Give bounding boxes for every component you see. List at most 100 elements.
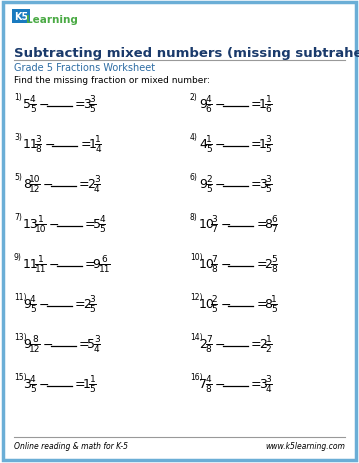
Text: 3: 3 [36, 135, 41, 144]
Text: 4: 4 [94, 185, 99, 194]
Text: 11: 11 [23, 258, 39, 271]
Text: 2: 2 [211, 295, 217, 304]
Text: =: = [251, 178, 261, 191]
Text: 5): 5) [14, 173, 22, 181]
Text: 1: 1 [88, 138, 96, 151]
Text: −: − [220, 258, 231, 271]
Text: 8: 8 [206, 385, 211, 394]
Text: −: − [215, 98, 225, 111]
Text: −: − [39, 298, 49, 311]
Text: 2: 2 [264, 258, 272, 271]
Text: 2: 2 [199, 338, 207, 351]
Text: =: = [75, 98, 85, 111]
Text: 2): 2) [190, 93, 198, 102]
Text: 5: 5 [90, 305, 95, 314]
Text: 7: 7 [211, 225, 217, 234]
Text: 7: 7 [211, 255, 217, 264]
Text: 10: 10 [199, 218, 215, 231]
Text: −: − [39, 378, 49, 391]
Text: −: − [215, 178, 225, 191]
Text: −: − [48, 218, 59, 231]
Text: 5: 5 [90, 105, 95, 114]
Text: 12: 12 [29, 185, 41, 194]
Text: 5: 5 [99, 225, 105, 234]
Text: =: = [251, 138, 261, 151]
Text: 9: 9 [199, 178, 207, 191]
Text: =: = [251, 338, 261, 351]
Text: Grade 5 Fractions Worksheet: Grade 5 Fractions Worksheet [14, 63, 155, 73]
Text: 5: 5 [266, 185, 271, 194]
Text: 1: 1 [37, 215, 43, 224]
Text: =: = [75, 298, 85, 311]
Text: 3: 3 [259, 378, 267, 391]
Text: =: = [251, 98, 261, 111]
Text: 5: 5 [266, 145, 271, 154]
Text: 4: 4 [266, 385, 271, 394]
Text: 1): 1) [14, 93, 22, 102]
Text: 3: 3 [23, 378, 31, 391]
Text: 4: 4 [30, 295, 36, 304]
Text: 4: 4 [94, 345, 99, 354]
Text: 5: 5 [206, 145, 211, 154]
Text: 12): 12) [190, 292, 202, 301]
Text: 8: 8 [36, 145, 41, 154]
Text: 5: 5 [211, 305, 217, 314]
Text: 11: 11 [23, 138, 39, 151]
Text: 5: 5 [271, 305, 277, 314]
Text: 6: 6 [206, 105, 211, 114]
Text: 3: 3 [83, 98, 91, 111]
Text: 9: 9 [93, 258, 101, 271]
Text: −: − [43, 338, 53, 351]
Text: 3: 3 [266, 175, 271, 184]
Text: 3: 3 [90, 95, 95, 104]
Text: 1: 1 [206, 135, 211, 144]
Text: 10: 10 [34, 225, 46, 234]
Text: 13: 13 [23, 218, 39, 231]
Text: Online reading & math for K-5: Online reading & math for K-5 [14, 441, 128, 450]
Text: 2: 2 [266, 345, 271, 354]
Text: 1: 1 [259, 138, 267, 151]
Text: 3: 3 [90, 295, 95, 304]
Text: 5: 5 [30, 385, 36, 394]
Text: =: = [256, 298, 267, 311]
Text: 4: 4 [30, 375, 36, 384]
Text: 1: 1 [259, 98, 267, 111]
Text: 3: 3 [266, 375, 271, 384]
Text: 6: 6 [102, 255, 107, 264]
Text: 3: 3 [94, 335, 99, 344]
Text: 3: 3 [266, 135, 271, 144]
Text: =: = [251, 378, 261, 391]
Text: 4: 4 [206, 375, 211, 384]
Text: 5: 5 [23, 98, 31, 111]
Text: 11: 11 [99, 265, 110, 274]
Text: 3): 3) [14, 133, 22, 142]
Text: 2: 2 [259, 338, 267, 351]
Text: 7: 7 [206, 335, 211, 344]
Text: 13): 13) [14, 332, 27, 341]
Text: 4): 4) [190, 133, 198, 142]
Text: 5: 5 [271, 255, 277, 264]
Text: 5: 5 [87, 338, 95, 351]
Text: 16): 16) [190, 372, 202, 381]
Text: Find the missing fraction or mixed number:: Find the missing fraction or mixed numbe… [14, 76, 210, 85]
Text: 2: 2 [83, 298, 91, 311]
Text: 1: 1 [83, 378, 91, 391]
Text: −: − [220, 218, 231, 231]
Text: 4: 4 [206, 95, 211, 104]
Text: −: − [215, 378, 225, 391]
Text: 12: 12 [29, 345, 41, 354]
Text: 4: 4 [99, 215, 105, 224]
Text: 8: 8 [264, 218, 272, 231]
Text: 8: 8 [264, 298, 272, 311]
FancyBboxPatch shape [3, 3, 356, 460]
Text: www.k5learning.com: www.k5learning.com [265, 441, 345, 450]
Text: −: − [45, 138, 55, 151]
Text: 8: 8 [206, 345, 211, 354]
Text: 11: 11 [34, 265, 46, 274]
Text: 3: 3 [94, 175, 99, 184]
Text: 14): 14) [190, 332, 202, 341]
Text: 3: 3 [211, 215, 217, 224]
Text: 6: 6 [271, 215, 277, 224]
Text: 4: 4 [95, 145, 101, 154]
Text: 1: 1 [95, 135, 101, 144]
